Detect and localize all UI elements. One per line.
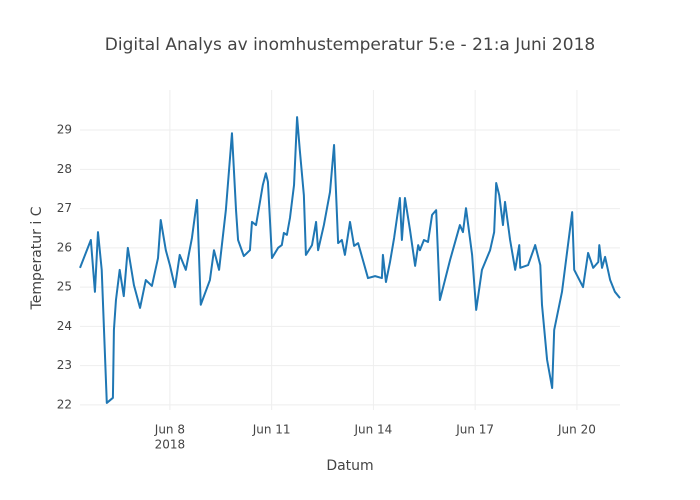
y-tick-label: 28 — [57, 162, 72, 176]
y-axis-title: Temperatur i C — [29, 206, 45, 310]
x-tick-label: Jun 14 — [353, 423, 392, 437]
x-tick-label: Jun 8 — [154, 423, 185, 437]
x-tick-label: Jun 11 — [252, 423, 291, 437]
x-tick-label: Jun 20 — [557, 423, 596, 437]
x-axis-title: Datum — [326, 458, 373, 474]
y-tick-label: 29 — [57, 123, 72, 137]
chart-title: Digital Analys av inomhustemperatur 5:e … — [105, 35, 595, 55]
y-tick-label: 27 — [57, 201, 72, 215]
data-line — [79, 116, 621, 404]
y-tick-label: 22 — [57, 397, 72, 411]
x-year-label: 2018 — [155, 438, 186, 452]
y-tick-label: 26 — [57, 240, 72, 254]
y-tick-label: 24 — [57, 319, 72, 333]
y-tick-label: 25 — [57, 280, 72, 294]
x-tick-label: Jun 17 — [455, 423, 494, 437]
y-tick-label: 23 — [57, 358, 72, 372]
